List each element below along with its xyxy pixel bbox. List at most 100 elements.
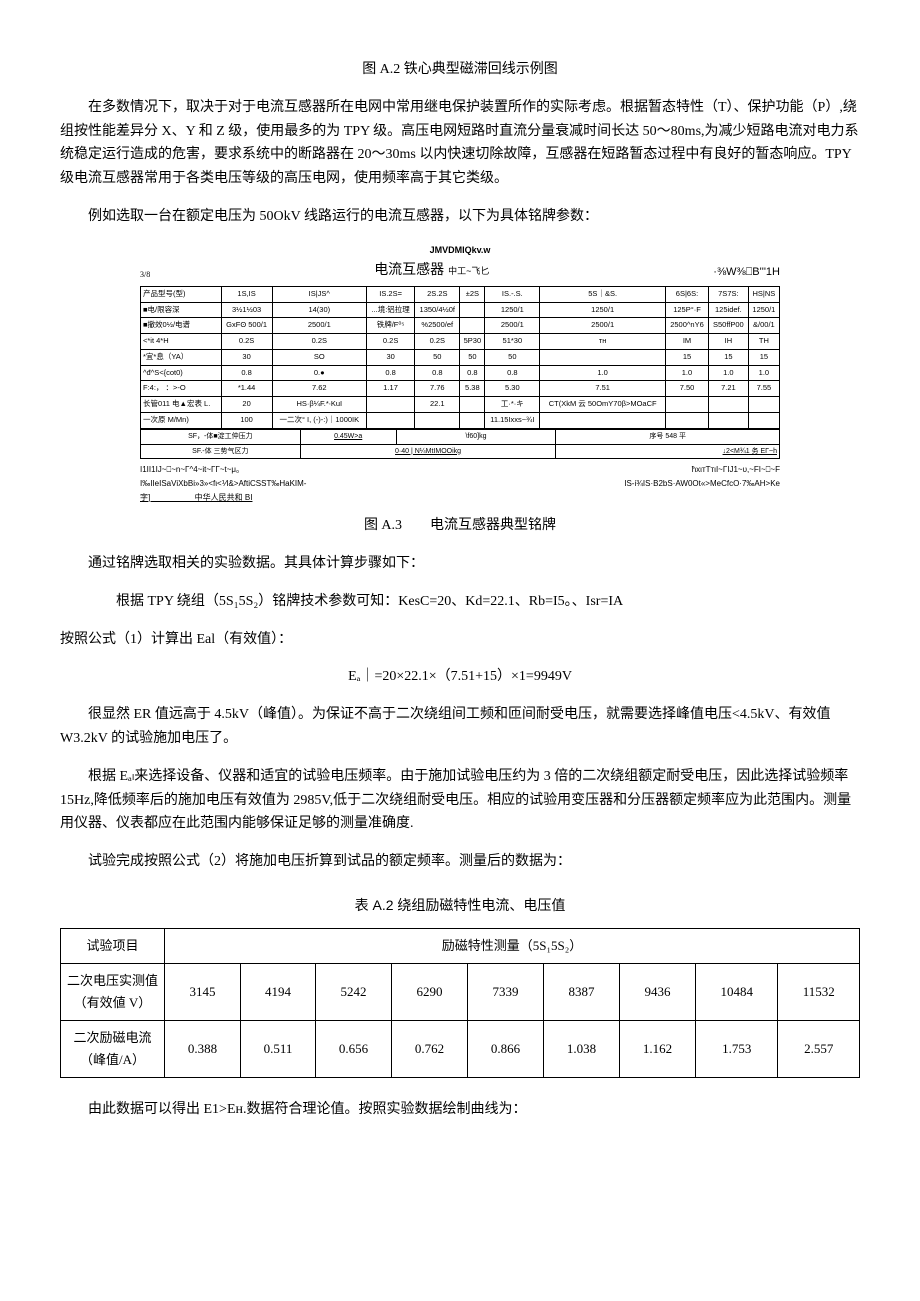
np-footer1-left: I1II1IJ~⎕~n~Γ^4~it~ΓΓ~t~μ。 [140,463,244,477]
np-cell [460,412,485,428]
np-cell [540,349,666,365]
np-sub1-mid: 0.45W>a [300,429,396,444]
formula-1: Eₐ｜=20×22.1×（7.51+15）×1=9949V [60,665,860,689]
np-cell: IM [666,334,709,350]
np-sub1-left: SF，-体■淀工仲压力 [141,429,301,444]
np-cell: 2500^nY6 [666,318,709,334]
np-cell: 5.30 [485,381,540,397]
nameplate-title-suffix: 中工~飞匕 [448,266,489,276]
np-cell: 100 [221,412,272,428]
np-cell: 50 [460,349,485,365]
np-cell: 22.1 [415,397,460,413]
table-cell: 0.388 [165,1021,241,1078]
np-cell: 1.0 [540,365,666,381]
table-cell: 5242 [316,963,392,1020]
nameplate-block: JMVDMIQkv.w 3/8 电流互感器 中工~飞匕 ·⅜W⅜⎕B'''1H … [140,243,780,504]
table-cell: 9436 [619,963,695,1020]
paragraph-1: 在多数情况下，取决于对于电流互感器所在电网中常用继电保护装置所作的实际考虑。根据… [60,96,860,191]
np-cell: 7.76 [415,381,460,397]
np-cell [748,412,779,428]
np-cell: TH [748,334,779,350]
np-cell: 15 [748,349,779,365]
np-cell: 1.0 [748,365,779,381]
table-cell: 10484 [695,963,777,1020]
np-cell: 1.0 [708,365,748,381]
paragraph-3: 通过铭牌选取相关的实验数据。其具体计算步骤如下： [60,552,860,576]
table-cell: 1.753 [695,1021,777,1078]
np-cell [366,397,414,413]
table-cell: 7339 [468,963,544,1020]
nameplate-topleft: JMVDMIQkv.w [140,243,780,258]
np-footer2-right: IS-i¾IS·B2bS·AW0Ot«>MeCfcO·7‰AH>Ke [624,477,780,491]
np-cell: 产品型号(型) [141,286,222,302]
table-cell: 0.866 [468,1021,544,1078]
paragraph-8: 试验完成按照公式（2）将施加电压折算到试品的额定频率。测量后的数据为： [60,850,860,874]
np-cell: 1250/1 [485,302,540,318]
np-cell: &/00/1 [748,318,779,334]
np-cell: тн [540,334,666,350]
nameplate-subrows: SF，-体■淀工仲压力 0.45W>a \f60]kg 序号 548 平 SF.… [140,429,780,460]
fig-a3-caption: 图 A.3 电流互感器典型铭牌 [60,514,860,538]
np-cell: 0.8 [460,365,485,381]
nameplate-fraction: 3/8 [140,268,150,282]
np-cell: 2S.2S [415,286,460,302]
np-cell: 工·*·キ [485,397,540,413]
table-cell: 3145 [165,963,241,1020]
table-a2-span-header: 励磁特性测量（5S₁5S₂） [165,928,860,963]
paragraph-9: 由此数据可以得出 E1>Eн.数据符合理论值。按照实验数据绘制曲线为： [60,1098,860,1122]
np-cell: 7.55 [748,381,779,397]
paragraph-7: 根据 Eₐₗ来选择设备、仪器和适宜的试验电压频率。由于施加试验电压约为 3 倍的… [60,765,860,836]
table-row-label: 二次励磁电流（峰值/A） [61,1021,165,1078]
np-cell: %2500/ef [415,318,460,334]
table-cell: 4194 [240,963,315,1020]
np-cell: 7S7S: [708,286,748,302]
np-cell: SO [272,349,366,365]
table-a2-title: 表 A.2 绕组励磁特性电流、电压值 [60,894,860,918]
np-cell: GxFʘ 500/1 [221,318,272,334]
np-cell: *1.44 [221,381,272,397]
np-cell: 1350/4½0f [415,302,460,318]
np-cell [666,412,709,428]
np-cell: 14(30) [272,302,366,318]
nameplate-title: 电流互感器 中工~飞匕 [150,258,713,282]
np-cell: 15 [708,349,748,365]
nameplate-table: 产品型号(型)1S,ISIS|JS^IS.2S=2S.2S±2SIS.-.S.5… [140,286,780,429]
np-cell [460,397,485,413]
np-cell: ...境:铝拉理 [366,302,414,318]
nameplate-right-code: ·⅜W⅜⎕B'''1H [713,263,780,282]
table-cell: 0.511 [240,1021,315,1078]
np-cell: 5P30 [460,334,485,350]
np-cell: 7.50 [666,381,709,397]
paragraph-2: 例如选取一台在额定电压为 50OkV 线路运行的电流互感器，以下为具体铭牌参数： [60,205,860,229]
np-cell: ■撤效0½/电谱 [141,318,222,334]
np-footer2-left: I‰IIeISaViXbBi»3»<fι<⅟I&>AftiCSST‰HaKIM- [140,477,306,491]
np-cell: 125P°·F [666,302,709,318]
np-cell: 7.62 [272,381,366,397]
np-sub1-right: 序号 548 平 [556,429,780,444]
np-cell: 51*30 [485,334,540,350]
table-a2-col0: 试验项目 [61,928,165,963]
np-cell: 0.8 [485,365,540,381]
np-cell: 3½1½03 [221,302,272,318]
table-cell: 1.162 [619,1021,695,1078]
np-cell: 125idef. [708,302,748,318]
np-cell: 30 [366,349,414,365]
np-cell: S50ffP00 [708,318,748,334]
np-cell: IS.-.S. [485,286,540,302]
np-cell: 15 [666,349,709,365]
np-cell: ±2S [460,286,485,302]
np-cell: 0.2S [415,334,460,350]
np-cell: 1250/1 [540,302,666,318]
np-sub2-mid: 0·40 | N¼MtIMOOikg [300,444,556,459]
np-cell: 0.8 [415,365,460,381]
np-cell: 7.51 [540,381,666,397]
np-sub2-right: ↓2<M¾1 务 EΓ~h [556,444,780,459]
np-footer1-right: ħxιтTтιI~ΓIJ1~υ,~FI~⎕~F [692,463,780,477]
np-cell: 2500/1 [540,318,666,334]
np-footer3: 字] 中华人民共和 BI [140,491,780,505]
np-cell [460,302,485,318]
np-cell [366,412,414,428]
np-cell: ^đ^S<{cot0) [141,365,222,381]
np-cell: 1250/1 [748,302,779,318]
np-cell: 5S｜&S. [540,286,666,302]
